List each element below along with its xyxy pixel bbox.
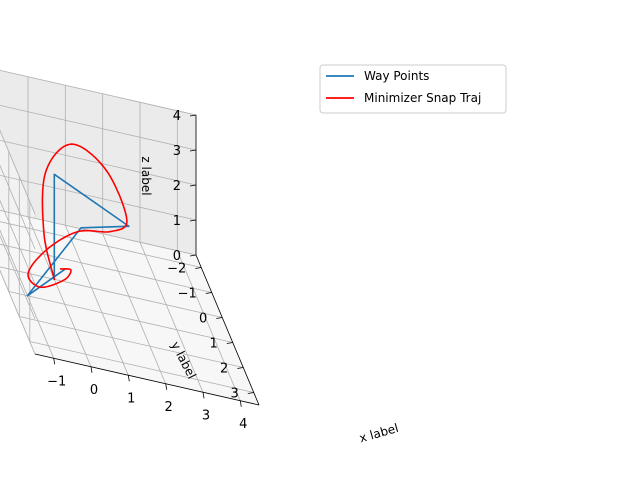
z-axis-label: z label [139,156,153,195]
grid-line-x-floor [0,229,55,359]
y-tick-label: 3 [231,387,239,402]
z-tick-mark [189,254,197,257]
x-tick-mark [127,375,130,382]
x-tick-label: 4 [239,417,247,432]
grid-line-y-floor [0,243,212,293]
grid-line-z-side [0,164,36,250]
grid-line-z-side [0,129,36,215]
y-tick-label: 1 [210,337,218,352]
x-tick-mark [202,392,205,399]
grid-line-z-back [0,209,197,256]
grid-line-x-floor [27,216,92,367]
x-tick-label: 2 [165,400,173,415]
series-layer [26,143,130,297]
y-tick-mark [195,267,202,269]
z-tick-mark [189,219,197,222]
y-tick-mark [237,367,244,369]
grid-line-z-side [0,234,36,320]
y-tick-mark [216,317,223,319]
grid-line-z-back [0,139,197,186]
x-tick-mark [165,383,168,390]
series-line-way-points [26,173,130,297]
x-tick-label: 1 [127,391,135,406]
grid-line-y-floor [8,291,233,343]
grid-line-y-floor [0,221,202,268]
x-axis-label: x label [358,421,400,445]
grid-line-x-floor [139,242,204,393]
grid-line-y-floor [29,341,254,393]
x-tick-mark [53,358,56,365]
y-axis-line [195,254,260,406]
z-tick-mark [189,114,197,117]
y-tick-mark [205,292,212,294]
y-tick-label: −2 [167,262,186,277]
y-tick-mark [226,342,233,344]
x-tick-label: 3 [202,408,210,423]
legend: Way Points Minimizer Snap Traj [319,64,507,114]
z-tick-label: 4 [173,109,181,124]
z-tick-label: 0 [173,249,181,264]
grid-line-x-floor [102,233,167,384]
grid-line-y-floor [19,316,244,368]
x-tick-label: 0 [90,383,98,398]
grid-line-x-floor [64,225,129,376]
grid-line-x-floor [176,250,241,401]
legend-label-way-points: Way Points [364,69,429,83]
legend-label-snap-traj: Minimizer Snap Traj [364,91,481,105]
x-tick-mark [239,400,242,407]
z-tick-label: 2 [173,179,181,194]
legend-box [319,64,507,114]
y-tick-label: 0 [199,312,207,327]
z-tick-mark [189,149,197,152]
y-tick-label: −1 [178,287,197,302]
grid-line-z-side [0,269,36,355]
x-axis-line [34,353,260,406]
x-tick-mark [90,366,93,373]
y-tick-label: 2 [220,362,228,377]
grid-line-z-side [0,199,36,285]
grid-line-z-back [0,104,197,151]
series-line-snap-traj [27,143,128,289]
z-tick-label: 3 [173,144,181,159]
z-tick-label: 1 [173,214,181,229]
grid-line-y-floor [0,266,223,318]
x-tick-label: −1 [47,374,66,389]
grid-lines [0,69,254,401]
grid-line-z-back [0,69,197,116]
z-tick-mark [189,184,197,187]
y-tick-mark [247,392,254,394]
